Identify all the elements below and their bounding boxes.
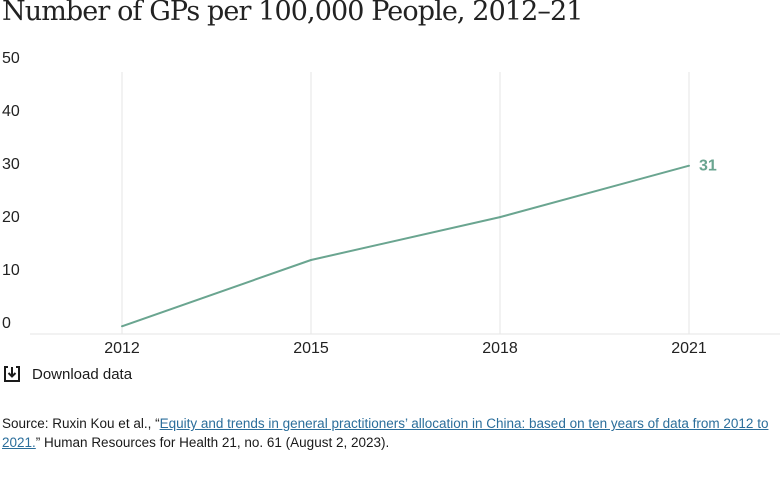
y-tick-label: 30 <box>2 156 20 173</box>
x-tick-label: 2015 <box>293 340 329 357</box>
x-tick-label: 2021 <box>671 340 707 357</box>
download-icon <box>4 366 20 382</box>
grid-lines <box>30 72 780 335</box>
y-tick-label: 10 <box>2 262 20 279</box>
y-tick-label: 0 <box>2 315 11 332</box>
x-tick-label: 2012 <box>104 340 140 357</box>
source-prefix: Source: Ruxin Kou et al., “ <box>2 416 160 431</box>
chart-title: Number of GPs per 100,000 People, 2012–2… <box>2 0 583 27</box>
y-tick-label: 50 <box>2 50 20 67</box>
data-point-2012 <box>121 325 123 328</box>
y-tick-label: 40 <box>2 103 20 120</box>
x-tick-label: 2018 <box>482 340 518 357</box>
source-link[interactable]: Equity and trends in general practitione… <box>2 416 769 450</box>
series-line <box>121 164 690 328</box>
end-value-label: 31 <box>699 158 717 175</box>
y-tick-label: 20 <box>2 209 20 226</box>
x-axis-ticks: 2012 2015 2018 2021 <box>104 340 707 357</box>
data-point-2021 <box>688 164 690 167</box>
y-axis-ticks: 0 10 20 30 40 50 <box>2 50 20 332</box>
line-chart: 0 10 20 30 40 50 2012 2015 2018 2021 31 <box>2 50 780 357</box>
download-data-button[interactable]: Download data <box>2 364 132 384</box>
data-point-2018 <box>499 216 501 219</box>
series-group: 31 <box>121 158 717 328</box>
source-suffix: ” Human Resources for Health 21, no. 61 … <box>35 435 390 450</box>
source-note: Source: Ruxin Kou et al., “Equity and tr… <box>2 414 778 452</box>
download-label: Download data <box>32 365 133 383</box>
data-point-2015 <box>310 259 312 261</box>
